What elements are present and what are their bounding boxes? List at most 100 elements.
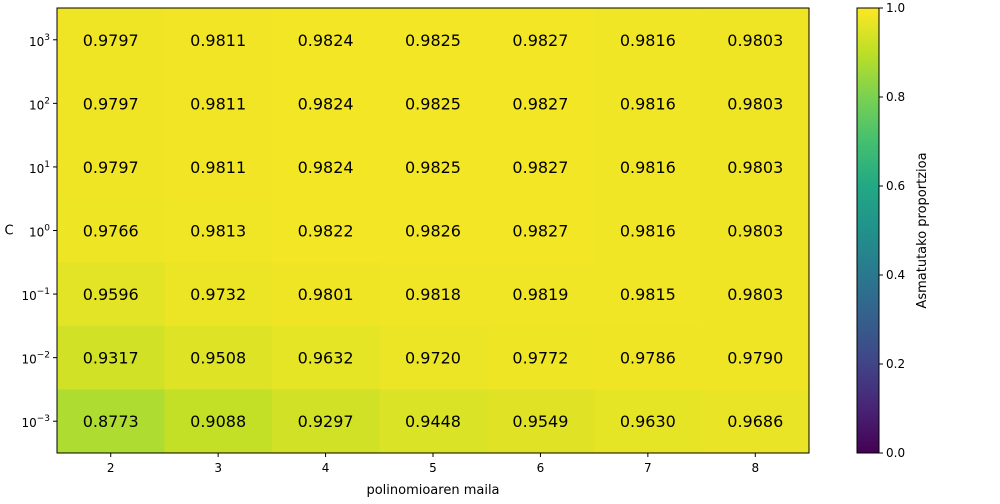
heatmap-cell-label: 0.9596: [83, 285, 139, 304]
heatmap-cell-label: 0.9632: [298, 349, 354, 368]
heatmap-cell-label: 0.9816: [620, 31, 676, 50]
colorbar-tick-label: 0.8: [886, 90, 905, 104]
heatmap-cell: [57, 71, 165, 136]
heatmap-cell-label: 0.9827: [512, 94, 568, 113]
heatmap-cell-label: 0.9827: [512, 222, 568, 241]
x-tick-label: 5: [429, 461, 437, 475]
heatmap-cell: [379, 325, 488, 390]
heatmap-cell: [701, 262, 810, 327]
heatmap-cell: [164, 71, 273, 136]
x-tick-label: 8: [751, 461, 759, 475]
x-axis: 2 3 4 5 6 7 8: [107, 453, 759, 475]
heatmap-cell-label: 0.9686: [727, 412, 783, 431]
heatmap-cell: [57, 198, 165, 263]
heatmap-cell-label: 0.9297: [298, 412, 354, 431]
colorbar: [856, 7, 880, 454]
heatmap-cell: [164, 325, 273, 390]
y-tick-label: 100: [29, 224, 50, 240]
heatmap-cell-label: 0.9803: [727, 222, 783, 241]
heatmap-cell-label: 0.9813: [190, 222, 246, 241]
heatmap-cell: [594, 198, 703, 263]
heatmap-cell: [379, 198, 488, 263]
heatmap-cell-label: 0.9824: [298, 94, 354, 113]
heatmap-cell-label: 0.9825: [405, 31, 461, 50]
y-tick-label: 10−3: [21, 414, 50, 430]
heatmap-cell-label: 0.9811: [190, 94, 246, 113]
heatmap-cell-label: 0.9790: [727, 349, 783, 368]
heatmap-cell: [379, 389, 488, 454]
heatmap-cell-label: 0.9732: [190, 285, 246, 304]
heatmap-cell-label: 0.9549: [512, 412, 568, 431]
heatmap-cell: [594, 262, 703, 327]
heatmap-cell: [271, 389, 380, 454]
heatmap-cell: [57, 135, 165, 200]
heatmap-cell-label: 0.9819: [512, 285, 568, 304]
heatmap-cell: [701, 8, 810, 73]
heatmap-cell: [701, 71, 810, 136]
colorbar-label: Asmatutako proportzioa: [915, 152, 930, 308]
heatmap-cell-label: 0.9816: [620, 222, 676, 241]
heatmap-cell: [486, 262, 595, 327]
colorbar-ticks: 0.0 0.2 0.4 0.6 0.8 1.0: [879, 1, 905, 460]
heatmap-cell-label: 0.9825: [405, 94, 461, 113]
heatmap-cell-label: 0.9508: [190, 349, 246, 368]
y-tick-label: 102: [29, 96, 50, 112]
y-tick-label: 10−2: [21, 351, 50, 367]
heatmap-cell: [486, 389, 595, 454]
heatmap-cell-label: 0.9803: [727, 285, 783, 304]
heatmap-cell-label: 0.9824: [298, 158, 354, 177]
heatmap-cell-label: 0.9803: [727, 31, 783, 50]
y-axis-label: C: [4, 224, 13, 239]
x-tick-label: 4: [322, 461, 330, 475]
x-tick-label: 7: [644, 461, 652, 475]
heatmap-cell: [379, 71, 488, 136]
heatmap-cell-label: 0.9801: [298, 285, 354, 304]
heatmap-cell: [486, 135, 595, 200]
heatmap-cell-label: 0.9818: [405, 285, 461, 304]
heatmap-cell-label: 0.9797: [83, 158, 139, 177]
heatmap-cell: [271, 325, 380, 390]
heatmap-cell-label: 0.9317: [83, 349, 139, 368]
heatmap-cell-label: 0.9088: [190, 412, 246, 431]
heatmap-cell: [701, 389, 810, 454]
heatmap-cell: [164, 135, 273, 200]
heatmap-cell-label: 0.9822: [298, 222, 354, 241]
heatmap-cell: [701, 325, 810, 390]
heatmap-cell-label: 0.8773: [83, 412, 139, 431]
heatmap-cell: [594, 135, 703, 200]
heatmap-cell: [594, 325, 703, 390]
heatmap-cell: [164, 389, 273, 454]
x-tick-label: 2: [107, 461, 115, 475]
x-tick-label: 6: [537, 461, 545, 475]
heatmap-cell-label: 0.9772: [512, 349, 568, 368]
heatmap-cell: [271, 262, 380, 327]
heatmap-cell-labels: 0.9797 0.9811 0.9824 0.9825 0.9827 0.9816 0.98…: [83, 31, 784, 431]
heatmap-cell: [271, 198, 380, 263]
heatmap-cell: [271, 8, 380, 73]
y-tick-label: 103: [29, 33, 50, 49]
heatmap-cell: [486, 325, 595, 390]
heatmap-cell: [379, 135, 488, 200]
heatmap-cell: [57, 325, 165, 390]
heatmap-cell-label: 0.9720: [405, 349, 461, 368]
heatmap-cell-label: 0.9815: [620, 285, 676, 304]
heatmap-cell: [164, 8, 273, 73]
heatmap-cell-label: 0.9816: [620, 94, 676, 113]
colorbar-tick-label: 1.0: [886, 1, 905, 15]
y-tick-label: 101: [29, 160, 50, 176]
x-tick-label: 3: [214, 461, 222, 475]
heatmap-cell-label: 0.9811: [190, 31, 246, 50]
heatmap-cell: [594, 8, 703, 73]
heatmap-cell: [57, 389, 165, 454]
heatmap-cell: [271, 71, 380, 136]
heatmap-cell: [271, 135, 380, 200]
heatmap-cell: [379, 8, 488, 73]
heatmap-cell-label: 0.9803: [727, 158, 783, 177]
heatmap-cell: [164, 262, 273, 327]
colorbar-tick-label: 0.6: [886, 179, 905, 193]
heatmap-cell: [57, 8, 165, 73]
heatmap-cell-label: 0.9827: [512, 31, 568, 50]
heatmap-cell: [57, 262, 165, 327]
colorbar-tick-label: 0.2: [886, 357, 905, 371]
